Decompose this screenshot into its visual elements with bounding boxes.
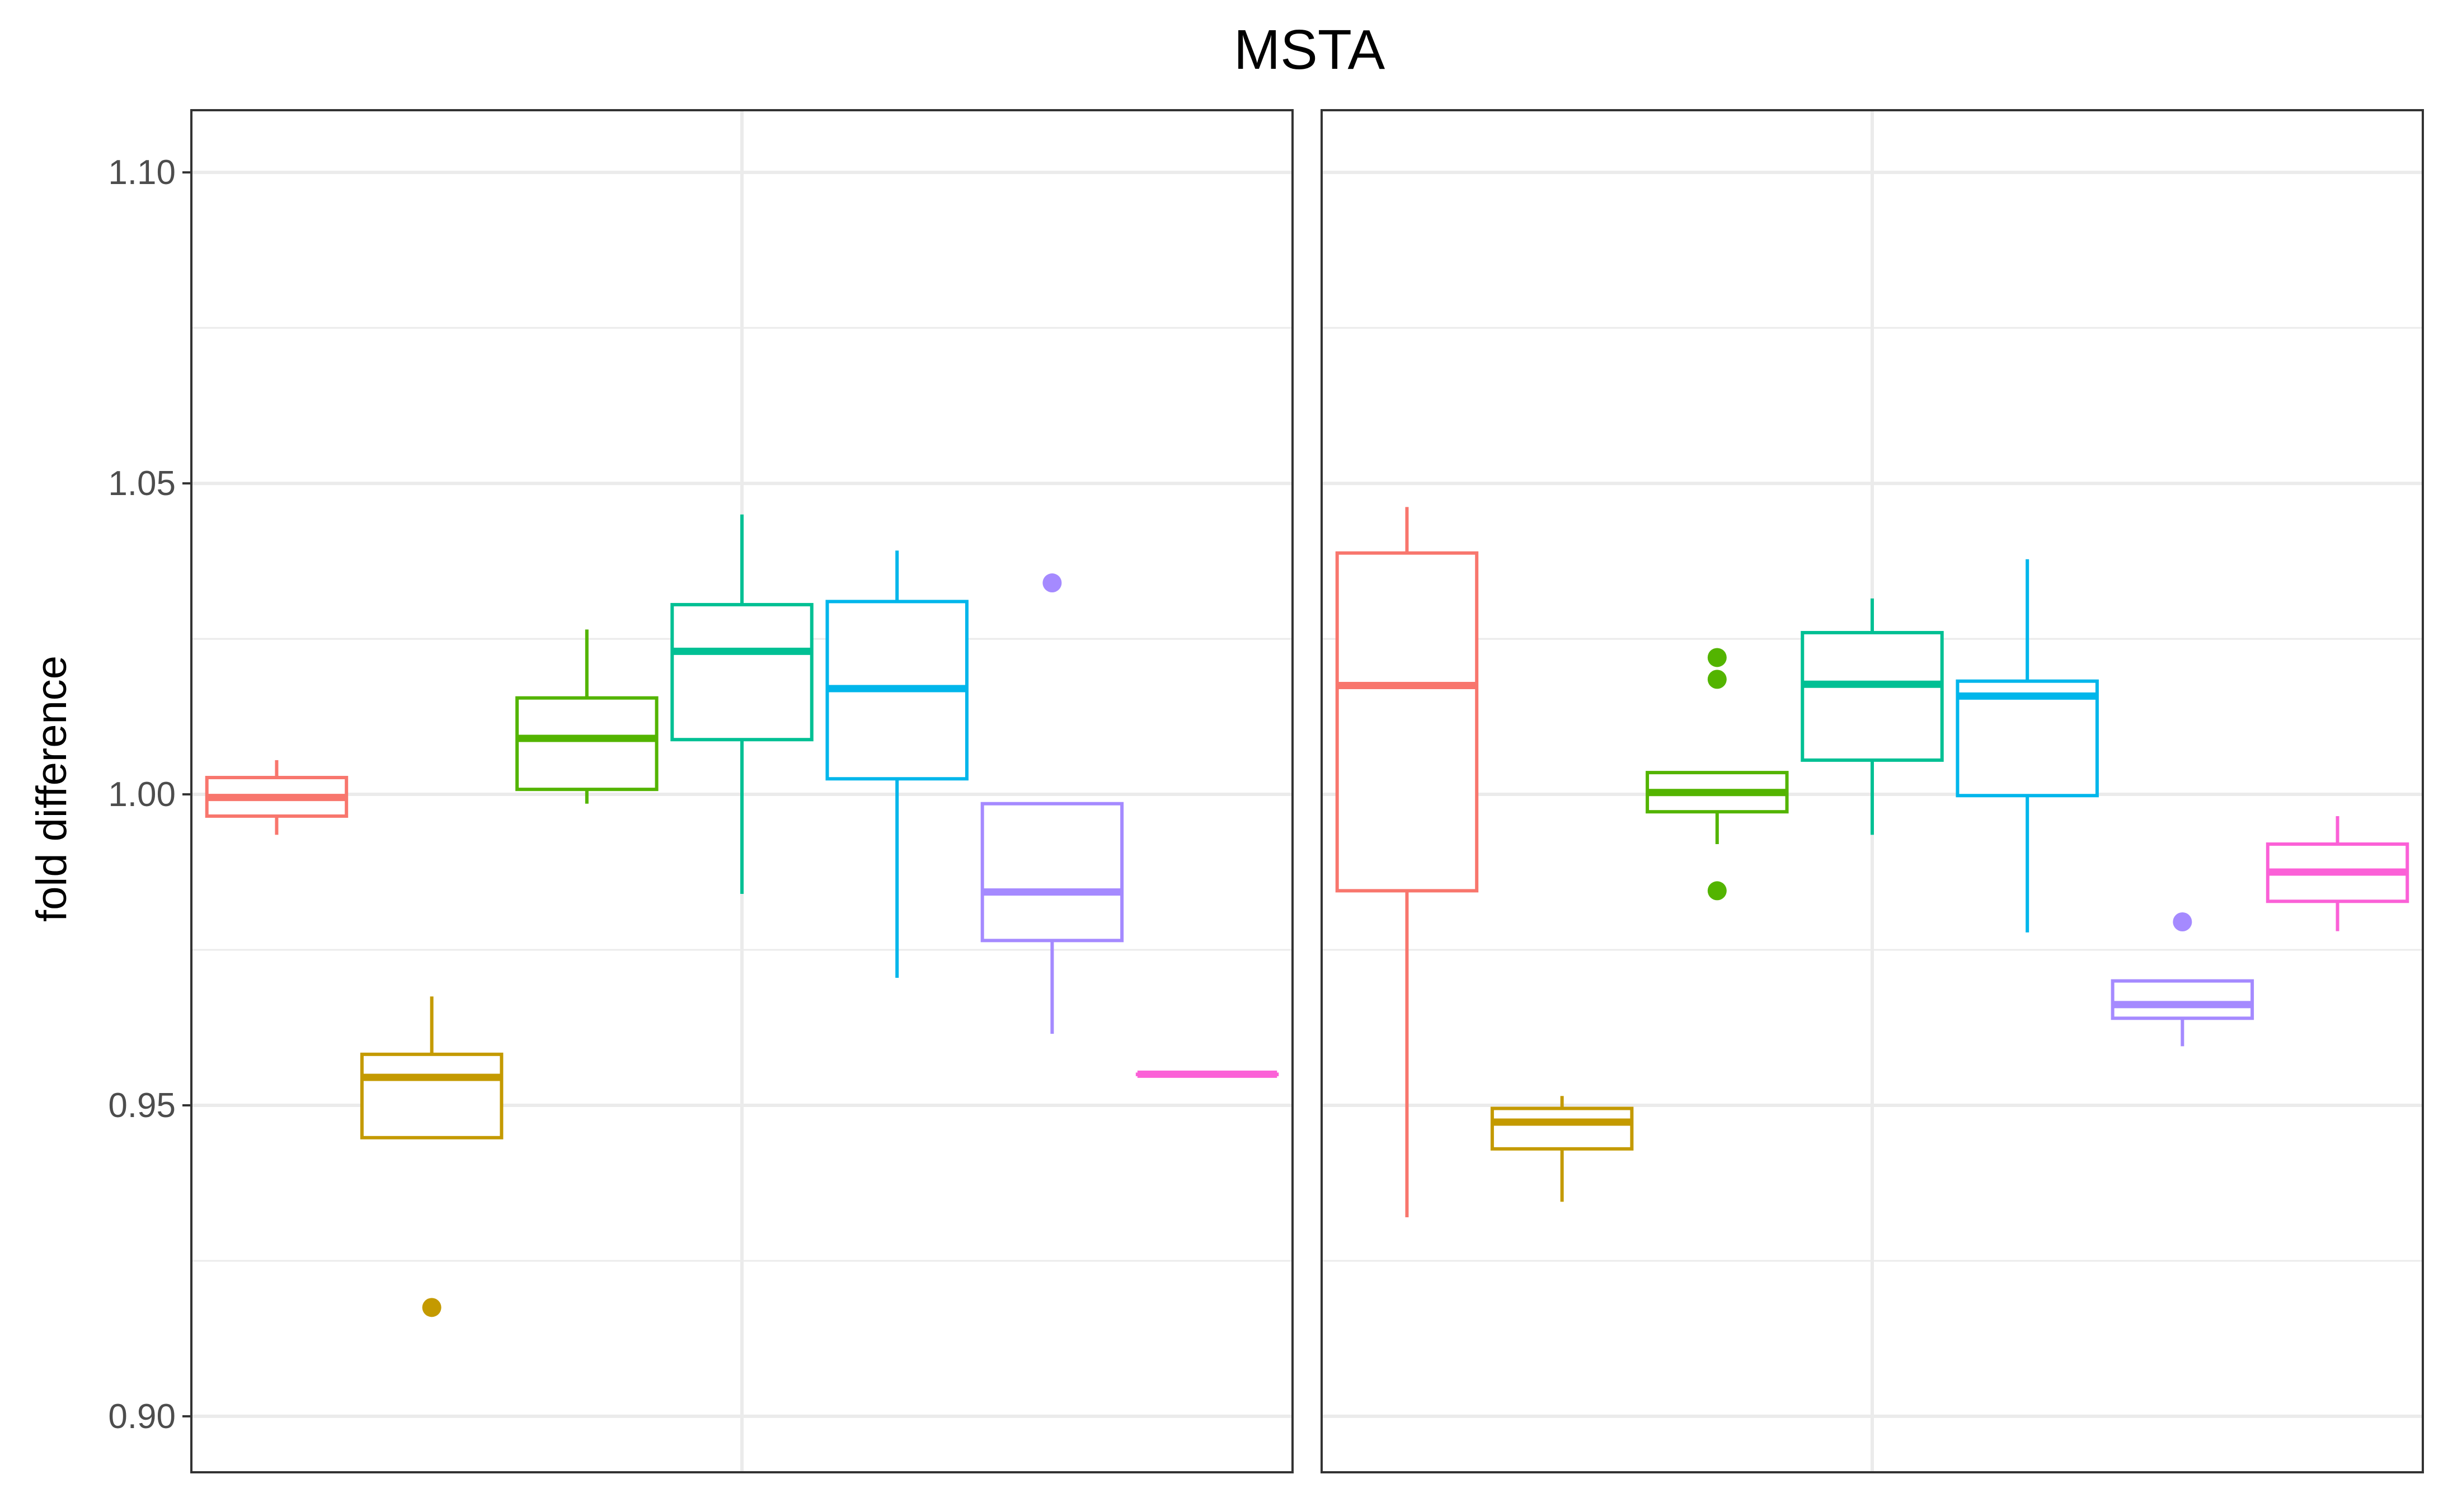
box-4 [670,514,814,894]
box-2 [1490,1096,1634,1202]
outlier-point [1707,670,1727,689]
box-6 [980,573,1124,1034]
box-2 [360,996,504,1317]
box-6 [2111,912,2254,1047]
outlier-point [1707,648,1727,667]
outlier-point [422,1298,441,1317]
chart-title: MSTA [1234,18,1385,81]
box-3 [515,629,659,804]
box-body [1490,1106,1634,1151]
y-tick-label: 1.10 [108,153,176,192]
outlier-point [1707,881,1727,901]
box-7 [1135,1070,1279,1078]
box-body [670,602,814,742]
box-7 [2266,816,2409,931]
box-body [1956,679,2099,798]
y-axis-label: fold difference [28,656,76,922]
y-tick-label: 0.90 [108,1397,176,1436]
box-4 [1801,598,1944,835]
outlier-point [1042,573,1062,593]
box-3 [1646,648,1789,901]
box-1 [205,760,349,835]
panel-border [1321,109,2424,1473]
box-body [360,1052,504,1139]
panels-group [190,109,2424,1473]
box-body [1335,551,1479,893]
y-tick-label: 0.95 [108,1086,176,1125]
box-5 [825,550,969,978]
box-body [1801,630,1944,762]
box-body [980,802,1124,943]
box-5 [1956,559,2099,932]
y-tick-label: 1.05 [108,464,176,503]
panel-border [190,109,1294,1473]
panel-1 [190,109,1294,1473]
box-body [2111,979,2254,1020]
y-tick-label: 1.00 [108,775,176,814]
outlier-point [2173,912,2192,931]
y-axis: 0.90 0.95 1.00 1.05 1.10 [108,153,191,1436]
panel-2 [1321,109,2424,1473]
box-1 [1335,507,1479,1218]
box-body [515,696,659,792]
